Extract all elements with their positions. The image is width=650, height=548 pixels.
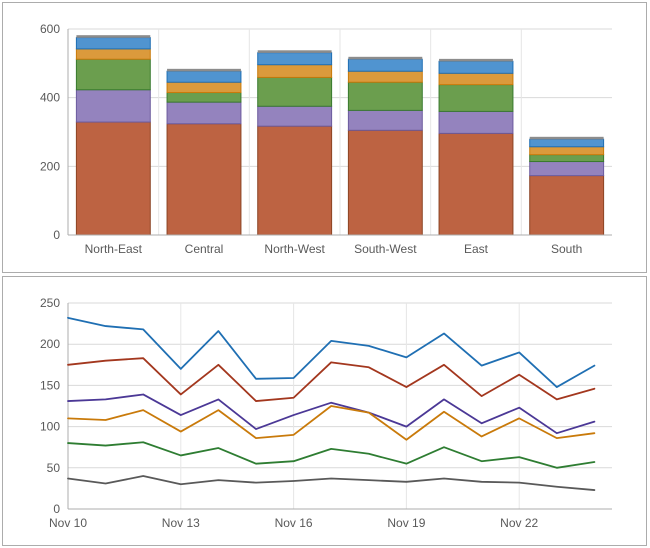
svg-text:East: East [464,242,489,256]
svg-text:200: 200 [40,159,60,173]
svg-text:Nov 16: Nov 16 [275,516,313,530]
svg-text:400: 400 [40,91,60,105]
svg-text:600: 600 [40,22,60,36]
svg-text:0: 0 [53,228,60,242]
svg-text:50: 50 [47,461,61,475]
svg-text:100: 100 [40,420,60,434]
svg-text:North-West: North-West [264,242,325,256]
svg-text:Nov 13: Nov 13 [162,516,200,530]
svg-text:South-West: South-West [354,242,417,256]
svg-text:Nov 19: Nov 19 [387,516,425,530]
svg-text:North-East: North-East [85,242,143,256]
svg-text:200: 200 [40,337,60,351]
svg-text:South: South [551,242,582,256]
svg-text:Nov 10: Nov 10 [49,516,87,530]
svg-text:Central: Central [185,242,224,256]
svg-text:250: 250 [40,296,60,310]
svg-text:Nov 22: Nov 22 [500,516,538,530]
svg-text:150: 150 [40,378,60,392]
svg-text:0: 0 [53,502,60,516]
